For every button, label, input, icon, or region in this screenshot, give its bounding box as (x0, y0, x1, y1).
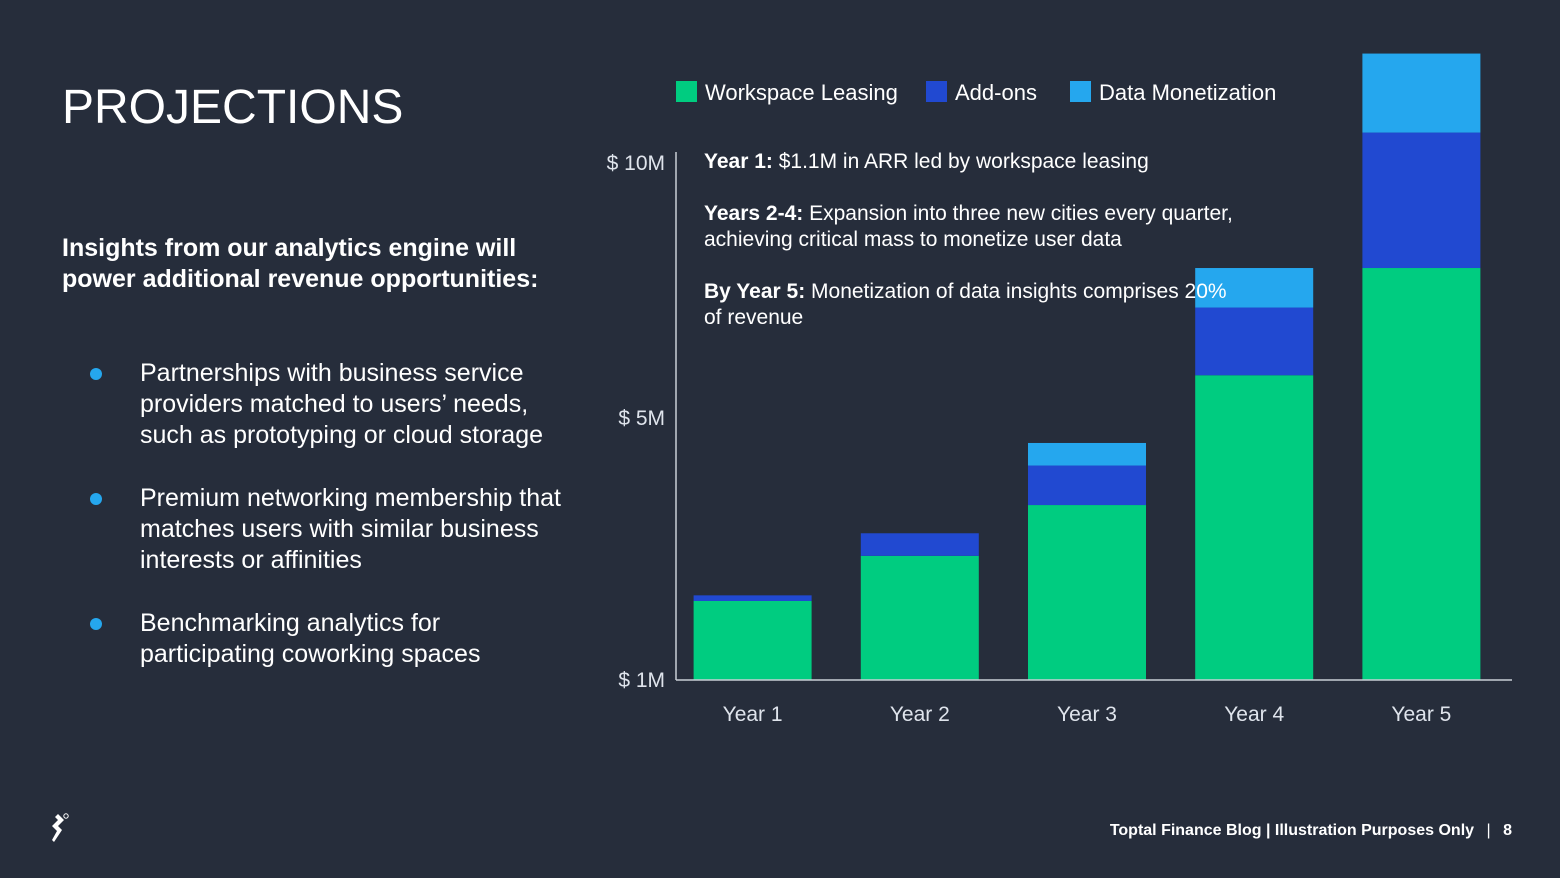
annotation-label: Year 1: (704, 150, 773, 173)
bar-add-ons-year-5 (1362, 132, 1481, 269)
page-number: 8 (1503, 822, 1512, 839)
legend-label: Workspace Leasing (705, 80, 898, 105)
legend-label: Data Monetization (1099, 80, 1276, 105)
legend-swatch (926, 81, 947, 102)
bar-data-monetization-year-5 (1362, 53, 1481, 133)
annotation-label: By Year 5: (704, 280, 805, 303)
annotation-line: By Year 5: Monetization of data insights… (704, 280, 1227, 303)
bar-workspace-leasing-year-2 (860, 555, 979, 680)
x-tick-label: Year 3 (1057, 703, 1117, 726)
annotation-text: Monetization of data insights comprises … (805, 280, 1226, 303)
stacked-bar-chart: Workspace Leasing Add-ons Data Monetizatio… (607, 53, 1512, 726)
bar-workspace-leasing-year-1 (693, 600, 812, 680)
legend-swatch (1070, 81, 1091, 102)
annotation-line: Years 2-4: Expansion into three new citi… (704, 202, 1233, 225)
x-tick-label: Year 5 (1391, 703, 1451, 726)
toptal-logo-icon (46, 812, 70, 849)
intro-text: Insights from our analytics engine will … (62, 234, 539, 293)
chart-bars: Year 1 Year 2 Year 3 Year 4 Year 5 (693, 53, 1481, 726)
annotation-label: Years 2-4: (704, 202, 803, 225)
x-tick-label: Year 2 (890, 703, 950, 726)
chart-axes: $ 1M $ 5M $ 10M (607, 152, 1512, 692)
bullet-icon (90, 493, 102, 505)
bar-add-ons-year-4 (1195, 307, 1314, 376)
bullet-item: Benchmarking analytics for participating… (90, 608, 570, 670)
bar-data-monetization-year-4 (1195, 268, 1314, 308)
bullet-icon (90, 368, 102, 380)
x-tick-label: Year 1 (723, 703, 783, 726)
bar-add-ons-year-3 (1028, 465, 1146, 506)
annotation-line: Year 1: $1.1M in ARR led by workspace le… (704, 150, 1149, 173)
bar-workspace-leasing-year-3 (1028, 505, 1146, 680)
x-tick-label: Year 4 (1224, 703, 1284, 726)
annotation-line: achieving critical mass to monetize user… (704, 228, 1122, 251)
page-title: PROJECTIONS (62, 81, 404, 134)
footer-separator: | (1486, 822, 1491, 839)
bullet-icon (90, 618, 102, 630)
bullet-list: Partnerships with business service provi… (90, 358, 570, 702)
footer: Toptal Finance Blog | Illustration Purpo… (1110, 822, 1512, 840)
bullet-text: Benchmarking analytics for participating… (140, 609, 481, 668)
chart-legend: Workspace Leasing Add-ons Data Monetizatio… (676, 80, 1276, 105)
bar-add-ons-year-1 (693, 595, 812, 601)
bar-data-monetization-year-3 (1028, 442, 1146, 466)
legend-swatch (676, 81, 697, 102)
bullet-text: Premium networking membership that match… (140, 484, 561, 574)
bar-workspace-leasing-year-4 (1195, 375, 1314, 680)
annotation-text: Expansion into three new cities every qu… (803, 202, 1233, 225)
y-tick-label: $ 5M (618, 407, 665, 430)
bullet-item: Premium networking membership that match… (90, 483, 570, 576)
annotation-text: $1.1M in ARR led by workspace leasing (773, 150, 1149, 173)
bullet-text: Partnerships with business service provi… (140, 359, 544, 449)
y-tick-label: $ 1M (618, 669, 665, 692)
annotation-line: of revenue (704, 306, 803, 329)
footer-source: Toptal Finance Blog | Illustration Purpo… (1109, 822, 1475, 839)
y-tick-label: $ 10M (607, 152, 665, 175)
legend-label: Add-ons (955, 80, 1037, 105)
bar-add-ons-year-2 (860, 533, 979, 556)
bar-workspace-leasing-year-5 (1362, 268, 1481, 680)
chart-annotations: Year 1: $1.1M in ARR led by workspace le… (704, 150, 1233, 329)
bullet-item: Partnerships with business service provi… (90, 358, 570, 451)
